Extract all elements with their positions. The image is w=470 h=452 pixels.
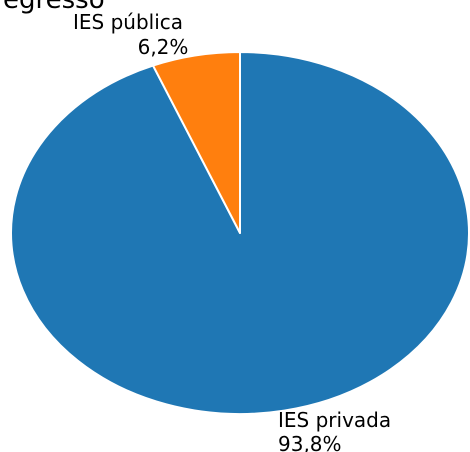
slice-label-ies-privada: IES privada (278, 408, 391, 432)
pie-slice-ies-p-blica (152, 51, 241, 234)
pie-slices (10, 51, 470, 415)
chart-title: egresso (3, 0, 105, 15)
slice-percent-ies-privada: 93,8% (278, 432, 342, 452)
slice-label-ies-publica: IES pública (73, 10, 183, 34)
slice-percent-ies-publica: 6,2% (138, 35, 189, 59)
